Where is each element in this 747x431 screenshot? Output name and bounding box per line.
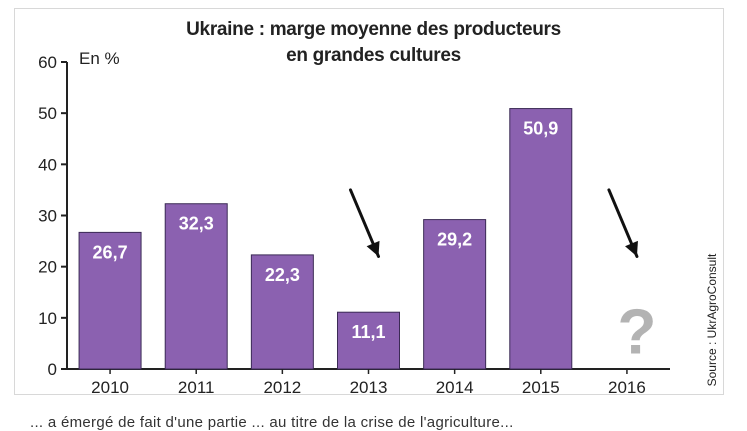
bar [78, 231, 142, 370]
bar [164, 203, 228, 370]
bar [250, 254, 314, 370]
trend-arrow-head [625, 240, 638, 257]
chart-title: Ukraine : marge moyenne des producteurs [186, 19, 561, 40]
x-tick-label: 2011 [178, 378, 215, 397]
y-tick-label: 10 [38, 309, 57, 328]
y-axis-unit-label: En % [79, 49, 120, 68]
x-tick-label: 2013 [350, 378, 388, 397]
bar-value-label: 22,3 [265, 265, 300, 285]
x-tick-label: 2015 [522, 378, 560, 397]
x-tick-label: 2010 [91, 378, 129, 397]
x-tick-label: 2016 [608, 378, 646, 397]
y-tick-label: 30 [38, 207, 57, 226]
x-tick-label: 2014 [436, 378, 474, 397]
bar [337, 311, 400, 370]
bar-value-label: 26,7 [93, 242, 128, 262]
bar [423, 219, 487, 370]
question-mark: ? [617, 296, 656, 368]
bar [509, 108, 573, 370]
bar-value-label: 11,1 [351, 322, 385, 342]
bar-value-label: 50,9 [523, 119, 558, 139]
y-tick-label: 60 [38, 53, 57, 72]
bar-value-label: 29,2 [437, 230, 472, 250]
source-credit: Source : UkrAgroConsult [705, 253, 719, 387]
y-tick-label: 20 [38, 258, 57, 277]
bar-value-label: 32,3 [179, 214, 214, 234]
y-tick-label: 0 [48, 360, 57, 379]
trend-arrow-head [366, 240, 380, 257]
chart-subtitle: en grandes cultures [286, 45, 461, 66]
y-tick-label: 40 [38, 155, 57, 174]
x-tick-label: 2012 [263, 378, 301, 397]
footer-text: ... a émergé de fait d'une partie ... au… [30, 414, 514, 431]
y-tick-label: 50 [38, 104, 57, 123]
